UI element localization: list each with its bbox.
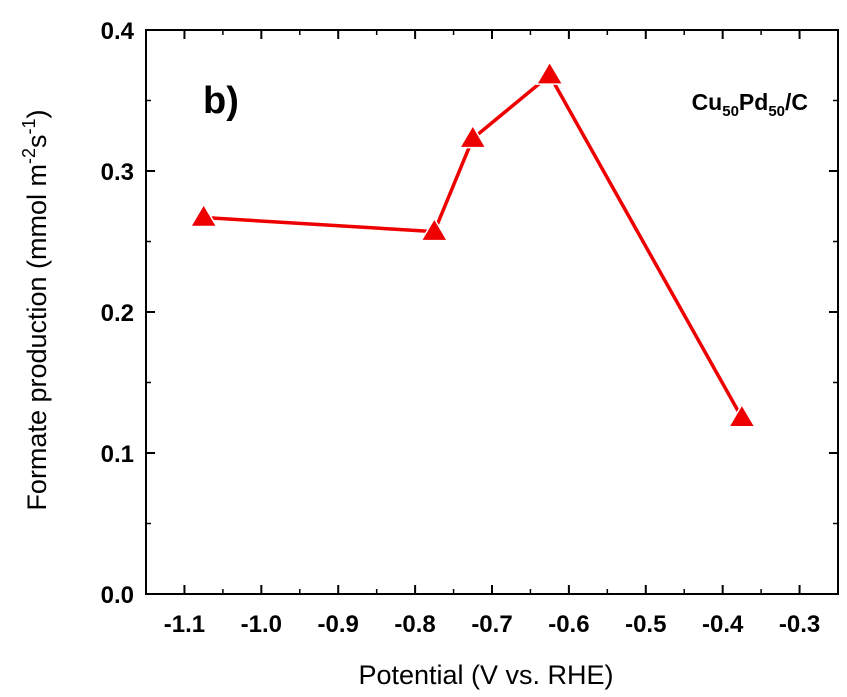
y-axis-title: Formate production (mmol m-2s-1): [19, 109, 52, 510]
data-point-marker: [535, 60, 564, 85]
y-tick-label: 0.0: [101, 582, 134, 609]
data-point-marker: [420, 217, 449, 242]
x-tick-label: -0.6: [548, 611, 589, 638]
y-tick-label: 0.1: [101, 441, 134, 468]
legend-subscript: 50: [768, 103, 785, 120]
y-axis-text: s: [22, 134, 52, 148]
x-tick-label: -1.1: [164, 611, 205, 638]
y-axis-text: ): [22, 109, 52, 118]
x-tick-label: -0.7: [471, 611, 512, 638]
y-tick-label: 0.4: [101, 18, 135, 45]
x-axis-title: Potential (V vs. RHE): [358, 660, 613, 690]
legend-text: /C: [785, 89, 808, 115]
legend-text: Cu: [692, 89, 723, 115]
x-tick-label: -1.0: [241, 611, 282, 638]
x-tick-label: -0.5: [625, 611, 666, 638]
legend-text: Pd: [739, 89, 768, 115]
x-tick-label: -0.9: [318, 611, 359, 638]
x-tick-label: -0.4: [702, 611, 744, 638]
x-tick-label: -0.3: [779, 611, 820, 638]
data-point-marker: [727, 403, 757, 428]
data-point-marker: [458, 124, 488, 149]
y-tick-label: 0.3: [101, 159, 134, 186]
axes: -1.1 -1.0 -0.9 -0.8 -0.7 -0.6 -0.5 -0.4 -0.3 0.0 0…: [101, 18, 839, 638]
data-series: [189, 60, 757, 428]
x-tick-label: -0.8: [394, 611, 435, 638]
legend-label: Cu50Pd50/C: [692, 89, 808, 120]
panel-label: b): [203, 80, 239, 122]
y-axis-superscript: -2: [19, 148, 39, 164]
y-axis-text: Formate production (mmol m: [22, 164, 52, 511]
y-tick-label: 0.2: [101, 300, 134, 327]
data-point-marker: [189, 203, 218, 228]
legend-subscript: 50: [722, 103, 739, 120]
y-axis-superscript: -1: [19, 118, 39, 134]
